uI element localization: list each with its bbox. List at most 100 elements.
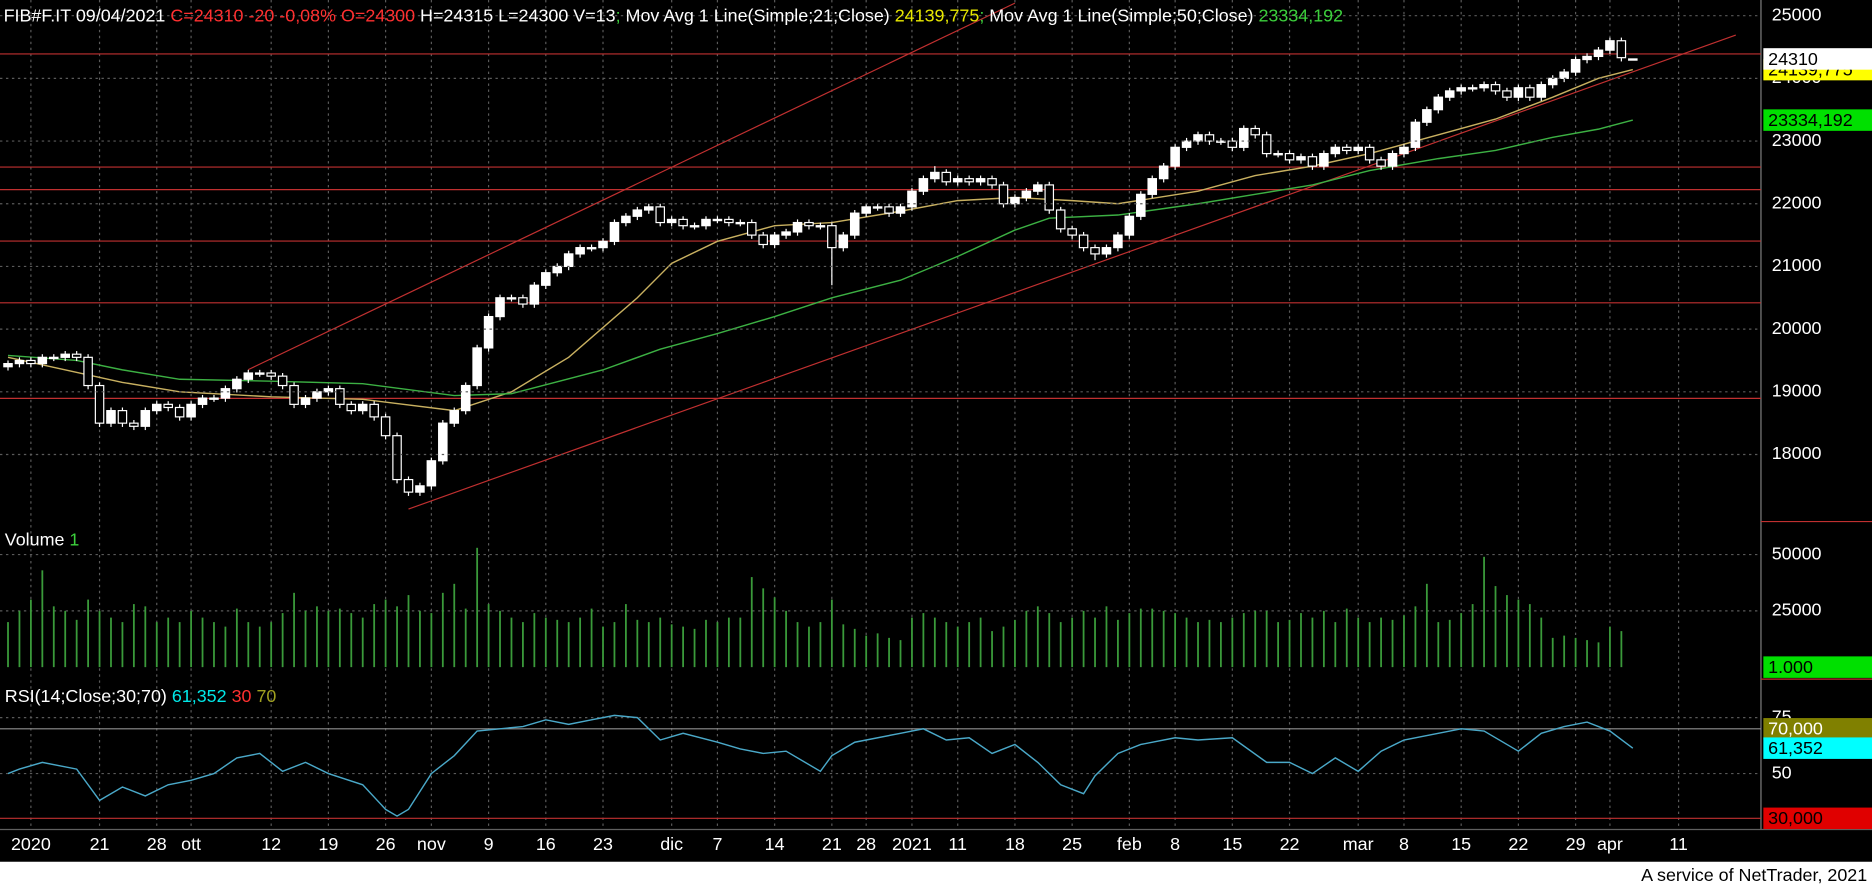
volume-bar xyxy=(476,547,479,668)
candle-body xyxy=(1536,84,1547,98)
y-tick-label: 50 xyxy=(1772,762,1792,782)
footer-bar xyxy=(0,861,1872,888)
candle-body xyxy=(289,384,299,405)
volume-bar xyxy=(350,613,353,668)
candle-body xyxy=(1353,146,1363,152)
x-tick-label: 15 xyxy=(1222,834,1242,854)
candle-body xyxy=(701,218,711,227)
candle-body xyxy=(60,353,70,358)
x-tick-label: feb xyxy=(1117,834,1142,854)
candle-body xyxy=(1570,58,1581,73)
volume-bar xyxy=(1036,606,1039,668)
candle-body xyxy=(14,359,25,365)
x-tick-label: ott xyxy=(181,834,201,854)
candle-body xyxy=(232,378,242,390)
x-tick-label: 18 xyxy=(1005,834,1025,854)
volume-bar xyxy=(98,610,101,668)
y-tick-label: 22000 xyxy=(1772,192,1822,212)
price-box xyxy=(1763,48,1872,70)
volume-bar xyxy=(1586,640,1588,668)
volume-bar xyxy=(1357,617,1360,668)
price-box xyxy=(1763,718,1872,740)
rsi-plot xyxy=(0,714,1761,819)
volume-bar xyxy=(178,622,181,668)
y-tick-label: 19000 xyxy=(1772,381,1822,401)
volume-bar xyxy=(1082,610,1085,668)
header-segment: FIB#F.IT 09/04/2021 xyxy=(4,5,171,25)
candle-body xyxy=(895,206,906,214)
title-segment: Volume xyxy=(5,529,70,549)
volume-bar xyxy=(1265,610,1268,668)
volume-bar xyxy=(1071,617,1074,668)
header-segment: ; xyxy=(979,5,989,25)
trend-line xyxy=(248,2,1016,371)
title-segment: 30 xyxy=(232,686,257,706)
volume-bar xyxy=(853,628,856,668)
candle-body xyxy=(1628,58,1638,61)
candle-body xyxy=(1147,178,1158,195)
volume-bar xyxy=(1597,642,1600,668)
title-segment: 61,352 xyxy=(172,686,232,706)
candle-body xyxy=(541,272,551,286)
candle-body xyxy=(987,178,997,186)
volume-plot xyxy=(7,547,1634,668)
candle-body xyxy=(998,184,1009,205)
candle-body xyxy=(403,478,414,493)
volume-bar xyxy=(1448,619,1451,668)
price-plot xyxy=(0,2,1761,510)
candle-body xyxy=(3,363,13,368)
volume-bar xyxy=(968,622,971,668)
candle-body xyxy=(838,234,849,249)
volume-bar xyxy=(956,626,959,668)
candle-body xyxy=(438,422,448,462)
candle-body xyxy=(964,178,974,183)
candle-body xyxy=(792,221,803,233)
volume-bar xyxy=(1460,613,1463,668)
candle-body xyxy=(1479,84,1489,89)
volume-bar xyxy=(1380,617,1382,668)
volume-bar xyxy=(304,610,307,668)
candle-body xyxy=(1513,87,1524,98)
candle-body xyxy=(563,253,574,268)
rsi-line xyxy=(7,714,1634,817)
candle-body xyxy=(1593,49,1604,58)
candle-body xyxy=(781,231,791,236)
volume-bar xyxy=(613,622,616,668)
volume-bar xyxy=(64,610,67,668)
candle-body xyxy=(1170,146,1180,167)
volume-bar xyxy=(1174,613,1177,668)
candle-body xyxy=(1605,40,1615,51)
x-tick-label: 28 xyxy=(147,834,167,854)
volume-bar xyxy=(464,608,467,668)
volume-bar xyxy=(1620,631,1623,668)
candle-body xyxy=(495,297,505,318)
candle-body xyxy=(460,384,471,412)
candle-body xyxy=(1239,127,1249,148)
candle-body xyxy=(598,240,608,249)
volume-bar xyxy=(762,588,765,668)
volume-bar xyxy=(1300,613,1302,668)
candle-body xyxy=(151,403,162,412)
candle-body xyxy=(746,221,757,236)
volume-bar xyxy=(1414,606,1417,668)
volume-bar xyxy=(1151,608,1154,668)
volume-bar xyxy=(155,622,158,668)
price-box xyxy=(1763,807,1872,830)
volume-bar xyxy=(1048,613,1051,668)
volume-bar xyxy=(453,583,456,668)
volume-bar xyxy=(1059,622,1062,668)
candle-body xyxy=(1078,234,1089,249)
candle-body xyxy=(1044,184,1055,211)
y-tick-label: 23000 xyxy=(1772,130,1822,150)
volume-bar xyxy=(1471,604,1474,668)
volume-bar xyxy=(1219,622,1222,668)
candle-body xyxy=(529,284,540,305)
volume-bar xyxy=(1391,619,1394,668)
candle-body xyxy=(426,460,437,487)
volume-bar xyxy=(1483,556,1485,668)
candle-body xyxy=(197,397,208,405)
candle-body xyxy=(907,190,917,208)
volume-bar xyxy=(888,637,890,668)
candle-body xyxy=(415,485,425,493)
volume-bar xyxy=(419,610,421,668)
